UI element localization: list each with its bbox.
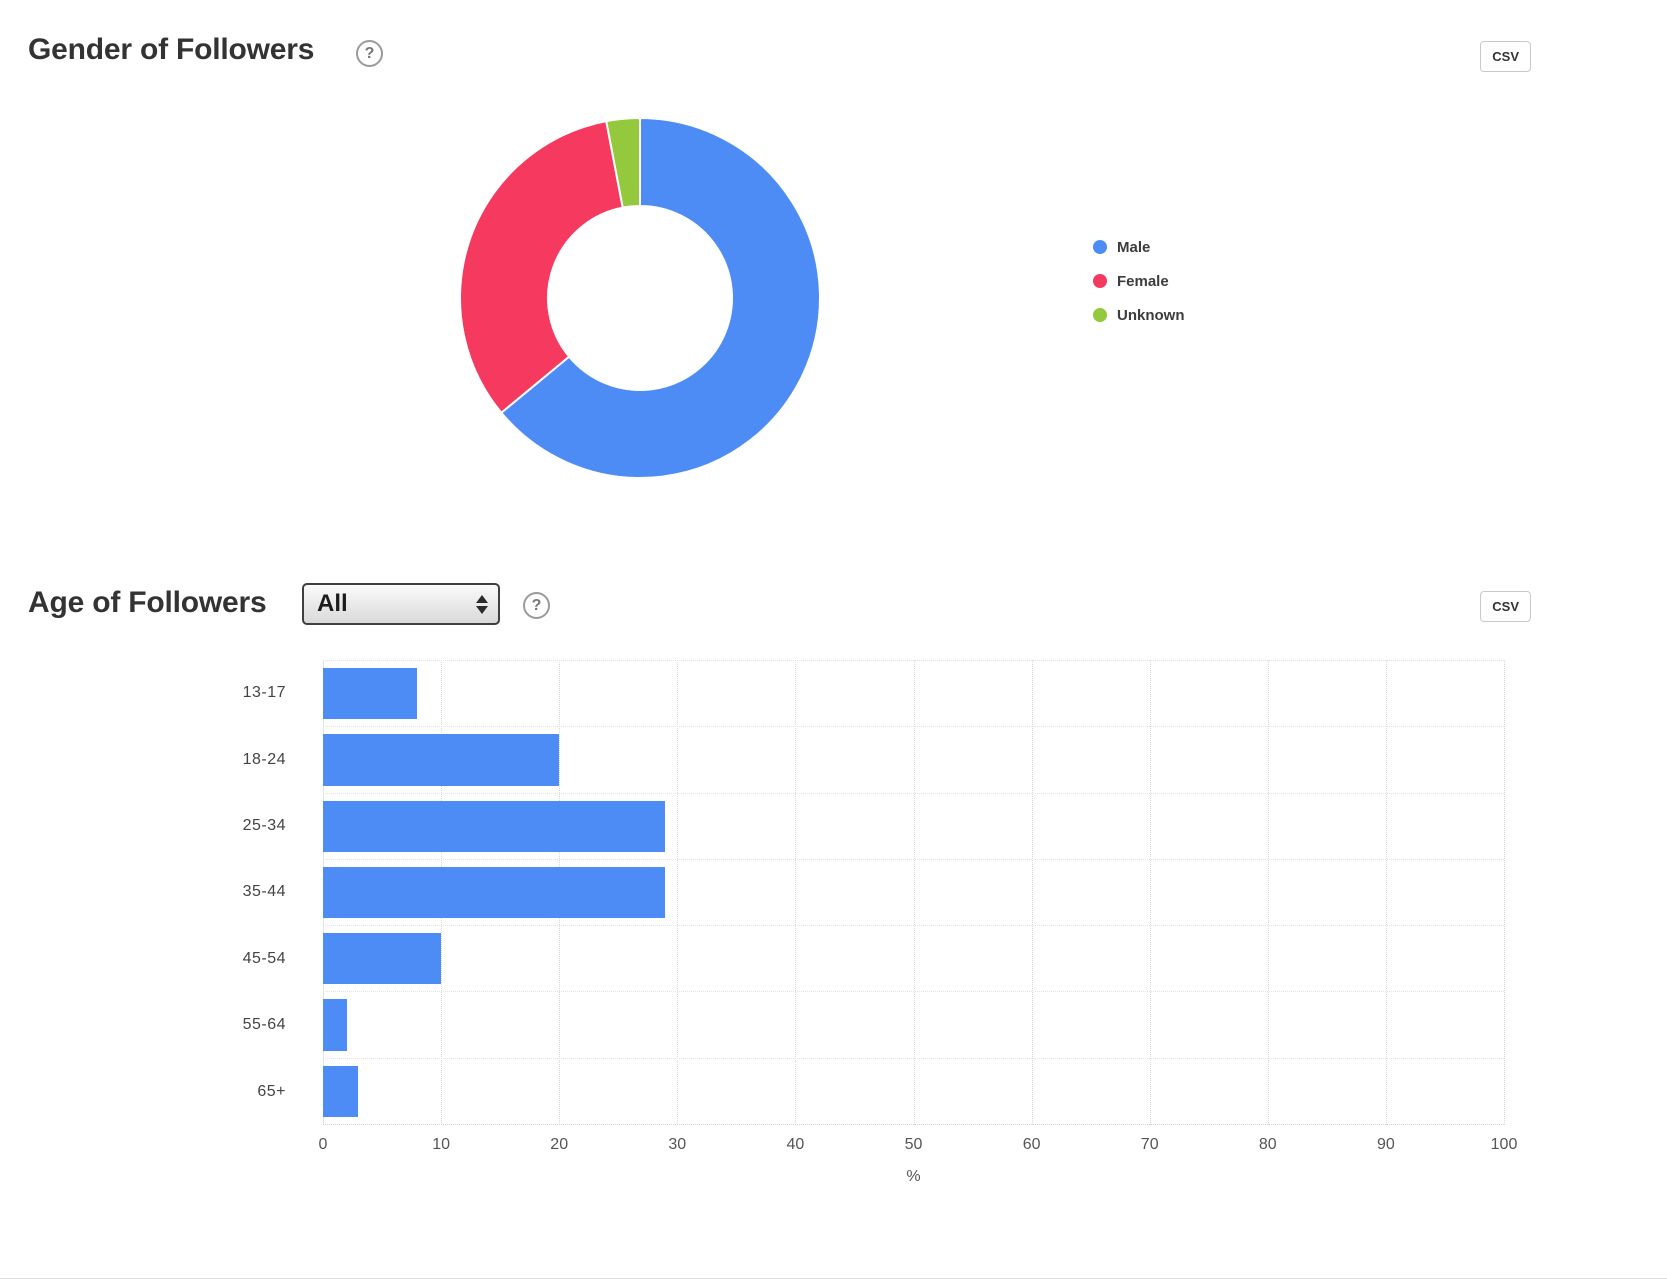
legend-label: Female — [1117, 272, 1169, 290]
gender-legend: Male Female Unknown — [1093, 230, 1185, 332]
x-tick-label: 20 — [550, 1136, 569, 1153]
legend-item-unknown[interactable]: Unknown — [1093, 298, 1185, 332]
age-section-title: Age of Followers — [28, 586, 267, 619]
legend-dot-icon — [1093, 308, 1107, 322]
gender-section-title: Gender of Followers — [28, 33, 315, 66]
legend-label: Unknown — [1117, 306, 1185, 324]
gridline — [1149, 660, 1151, 1125]
category-label: 25-34 — [242, 817, 286, 835]
category-label: 35-44 — [242, 883, 286, 901]
bar-row — [323, 925, 1504, 991]
gridline — [1031, 660, 1033, 1125]
category-label: 55-64 — [242, 1016, 286, 1034]
bar-row — [323, 792, 1504, 859]
category-label: 18-24 — [242, 750, 286, 768]
bar-55-64[interactable] — [323, 999, 347, 1051]
bar-row — [323, 858, 1504, 925]
x-tick-label: 100 — [1490, 1136, 1518, 1153]
bar-13-17[interactable] — [323, 668, 418, 720]
x-tick-label: 50 — [904, 1136, 923, 1153]
gridline — [1267, 660, 1269, 1125]
age-bar-chart — [323, 660, 1505, 1125]
bar-row — [323, 660, 1504, 726]
x-tick-label: 90 — [1376, 1136, 1395, 1153]
gridline — [1504, 660, 1505, 1125]
csv-export-button-gender[interactable]: CSV — [1480, 41, 1531, 72]
bar-row — [323, 1057, 1504, 1124]
x-tick-label: 80 — [1258, 1136, 1277, 1153]
x-tick-label: 10 — [432, 1136, 450, 1153]
age-filter-selected-value: All — [317, 590, 348, 617]
legend-label: Male — [1117, 238, 1151, 256]
legend-item-male[interactable]: Male — [1093, 230, 1185, 264]
legend-dot-icon — [1093, 274, 1107, 288]
x-tick-label: 30 — [668, 1136, 687, 1153]
gridline — [913, 660, 915, 1125]
x-tick-label: 70 — [1140, 1136, 1159, 1153]
bar-45-54[interactable] — [323, 933, 442, 985]
legend-item-female[interactable]: Female — [1093, 264, 1185, 298]
donut-slice-male[interactable] — [499, 118, 820, 478]
bar-row — [323, 991, 1504, 1057]
gridline — [1385, 660, 1387, 1125]
donut-slice-female[interactable] — [460, 120, 624, 415]
help-icon[interactable]: ? — [356, 40, 383, 67]
select-stepper-icon — [476, 594, 488, 614]
x-tick-label: 40 — [786, 1136, 805, 1153]
x-axis-ticks: 0 10 20 30 40 50 60 70 80 90 100 — [319, 1136, 1518, 1156]
bar-rows — [323, 660, 1504, 1125]
category-label: 13-17 — [242, 684, 286, 702]
x-tick-label: 60 — [1022, 1136, 1041, 1153]
category-label: 65+ — [257, 1082, 286, 1100]
bar-18-24[interactable] — [323, 734, 560, 786]
bar-65+[interactable] — [323, 1065, 359, 1117]
help-icon[interactable]: ? — [523, 592, 550, 619]
legend-dot-icon — [1093, 240, 1107, 254]
gender-donut-chart — [460, 118, 820, 478]
x-tick-label: 0 — [318, 1136, 328, 1153]
bar-35-44[interactable] — [323, 866, 666, 919]
bar-25-34[interactable] — [323, 800, 666, 852]
donut-slice-unknown[interactable] — [605, 118, 641, 209]
csv-export-button-age[interactable]: CSV — [1480, 591, 1531, 622]
gridline — [795, 660, 797, 1125]
age-category-axis: 13-17 18-24 25-34 35-44 45-54 55-64 65+ — [120, 660, 306, 1125]
category-label: 45-54 — [242, 949, 286, 967]
gridline — [677, 660, 679, 1125]
x-axis-label: % — [906, 1168, 921, 1185]
age-filter-select[interactable]: All — [302, 583, 500, 625]
bar-row — [323, 726, 1504, 792]
